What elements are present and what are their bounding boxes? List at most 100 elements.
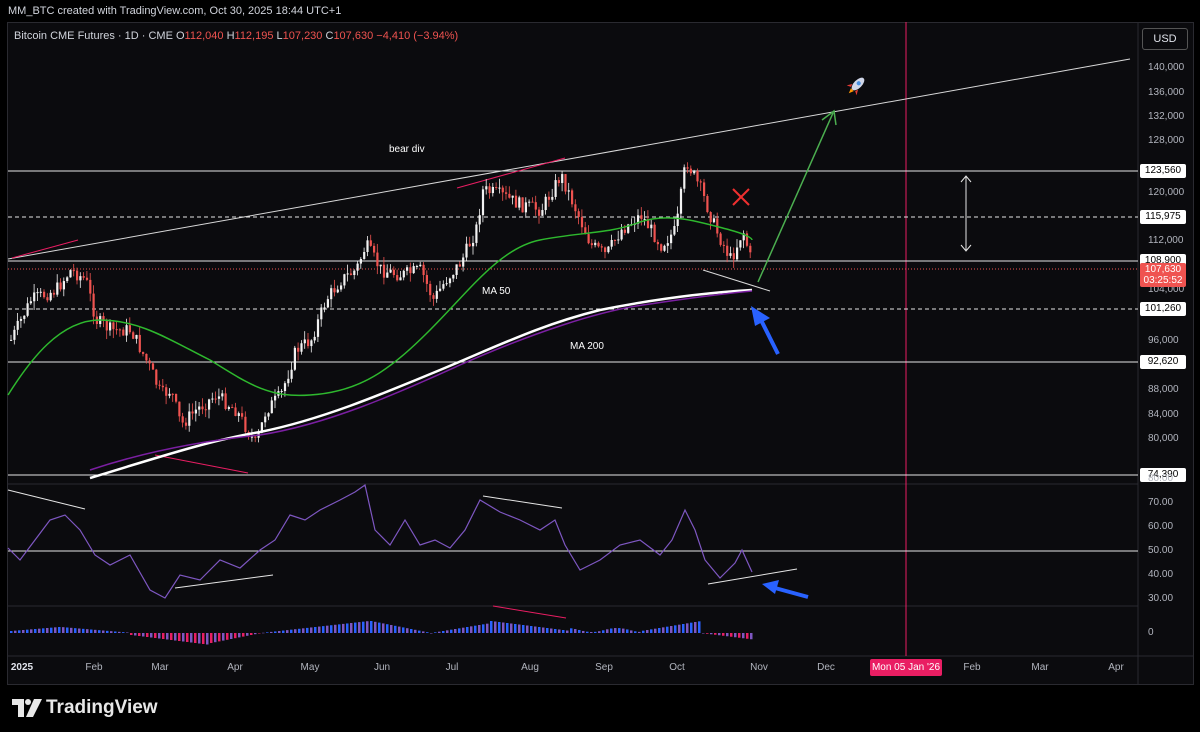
candle-body: [82, 276, 85, 278]
macd-bar: [274, 631, 277, 633]
range-arrow-icon[interactable]: [960, 175, 972, 252]
time-tick-label: Feb: [963, 662, 981, 673]
candle-body: [646, 218, 650, 229]
macd-bar: [262, 632, 265, 634]
macd-bar: [410, 629, 413, 633]
macd-bar: [186, 633, 189, 642]
macd-bar: [446, 630, 449, 633]
price-tick-label: 96,000: [1148, 335, 1179, 346]
macd-bar: [666, 626, 669, 633]
current-price-badge[interactable]: [1140, 263, 1186, 287]
candle-body: [194, 409, 197, 414]
macd-bar: [746, 633, 749, 639]
macd-bar: [570, 628, 573, 633]
rsi-trendline-1[interactable]: [7, 489, 86, 510]
candle-body: [359, 258, 362, 264]
price-chart[interactable]: bear div MA 50 MA 200: [0, 0, 1200, 686]
candle-body: [458, 264, 461, 267]
macd-bar: [538, 627, 541, 633]
macd-bar: [166, 633, 169, 640]
currency-button[interactable]: USD: [1142, 28, 1188, 50]
macd-bar: [282, 630, 285, 633]
macd-bar: [86, 629, 89, 633]
macd-bar: [122, 632, 125, 633]
macd-bar: [562, 630, 565, 633]
price-tick-label: 104,000: [1148, 284, 1185, 295]
macd-bar: [458, 628, 461, 633]
macd-bar: [302, 628, 305, 633]
candle-body: [660, 244, 663, 251]
candle-body: [122, 329, 125, 336]
macd-bar: [698, 621, 701, 633]
ma50-line[interactable]: [7, 217, 753, 397]
candle-body: [184, 422, 188, 426]
bear-div-line-2[interactable]: [456, 157, 566, 189]
tradingview-logo-icon: [12, 699, 42, 717]
candle-body: [452, 274, 455, 279]
high-label: H: [226, 30, 235, 42]
candle-body: [274, 395, 277, 401]
macd-bar: [674, 625, 677, 633]
macd-bar: [486, 623, 489, 633]
candle-body: [402, 270, 405, 278]
rsi-trendline-2[interactable]: [174, 574, 274, 589]
macd-bar: [566, 630, 569, 633]
candle-body: [138, 334, 141, 353]
price-level-badge[interactable]: 74,390: [1140, 468, 1186, 482]
macd-bar: [470, 626, 473, 633]
projection-arrow-icon[interactable]: [757, 112, 834, 283]
candle-body: [336, 289, 339, 293]
candle-body: [287, 378, 290, 384]
candles[interactable]: [10, 162, 752, 443]
time-tick-label: Apr: [1108, 662, 1124, 673]
candle-body: [250, 436, 254, 438]
bar-countdown: 03:25:52: [1143, 275, 1183, 286]
candle-body: [349, 273, 353, 275]
macd-bar: [126, 632, 129, 633]
ma-purple-line[interactable]: [89, 290, 753, 471]
macd-bar: [738, 633, 741, 638]
bull-div-line[interactable]: [154, 454, 249, 474]
cross-icon[interactable]: [732, 188, 750, 206]
candle-body: [191, 411, 194, 414]
macd-bar: [34, 629, 37, 633]
price-level-badge[interactable]: 115,975: [1140, 210, 1186, 224]
candle-body: [66, 277, 69, 282]
macd-div-line[interactable]: [492, 605, 567, 619]
blue-arrow-price-icon[interactable]: [751, 306, 780, 355]
blue-arrow-rsi-icon[interactable]: [762, 580, 809, 599]
candle-body: [511, 195, 514, 198]
candle-body: [613, 239, 617, 241]
rsi-trendline-3[interactable]: [482, 495, 563, 509]
macd-histogram[interactable]: [10, 621, 753, 645]
candle-body: [155, 369, 158, 385]
macd-bar: [98, 630, 101, 633]
candle-body: [666, 243, 669, 246]
wedge-line[interactable]: [702, 269, 771, 292]
macd-bar: [358, 622, 361, 633]
time-tick-label: Jun: [373, 662, 391, 673]
date-marker-badge[interactable]: Mon 05 Jan '26: [870, 659, 942, 676]
macd-bar: [242, 633, 245, 637]
bear-div-line-1[interactable]: [11, 239, 79, 259]
macd-bar: [742, 633, 745, 639]
price-level-badge[interactable]: 101,260: [1140, 302, 1186, 316]
rocket-icon[interactable]: [844, 73, 869, 98]
rsi-trendline-4[interactable]: [707, 568, 798, 585]
tradingview-logo[interactable]: TradingView: [12, 697, 158, 719]
price-level-badge[interactable]: 92,620: [1140, 355, 1186, 369]
candle-body: [62, 281, 65, 290]
macd-bar: [26, 629, 29, 633]
candle-body: [26, 303, 29, 316]
macd-bar: [42, 628, 45, 633]
upper-trendline[interactable]: [7, 58, 1131, 260]
candle-body: [508, 193, 511, 198]
symbol-name[interactable]: Bitcoin CME Futures · 1D · CME: [14, 30, 173, 42]
candle-body: [590, 243, 593, 246]
macd-bar: [438, 631, 441, 633]
rsi-line[interactable]: [7, 483, 753, 599]
price-level-badge[interactable]: 123,560: [1140, 164, 1186, 178]
ma200-line[interactable]: [89, 288, 753, 480]
candle-body: [369, 240, 372, 246]
candle-body: [145, 353, 148, 361]
